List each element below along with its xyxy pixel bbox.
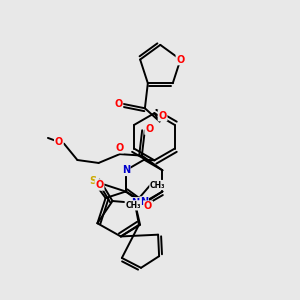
Text: N: N bbox=[131, 198, 139, 208]
Text: N: N bbox=[140, 197, 148, 207]
Text: O: O bbox=[144, 201, 152, 211]
Text: O: O bbox=[115, 142, 123, 153]
Text: O: O bbox=[176, 55, 184, 64]
Text: N: N bbox=[122, 165, 130, 175]
Text: CH₃: CH₃ bbox=[125, 201, 141, 210]
Text: S: S bbox=[90, 176, 97, 186]
Text: O: O bbox=[114, 99, 122, 109]
Text: CH₃: CH₃ bbox=[150, 181, 165, 190]
Text: O: O bbox=[95, 180, 104, 190]
Text: O: O bbox=[145, 124, 153, 134]
Text: O: O bbox=[158, 111, 167, 121]
Text: O: O bbox=[55, 137, 63, 147]
